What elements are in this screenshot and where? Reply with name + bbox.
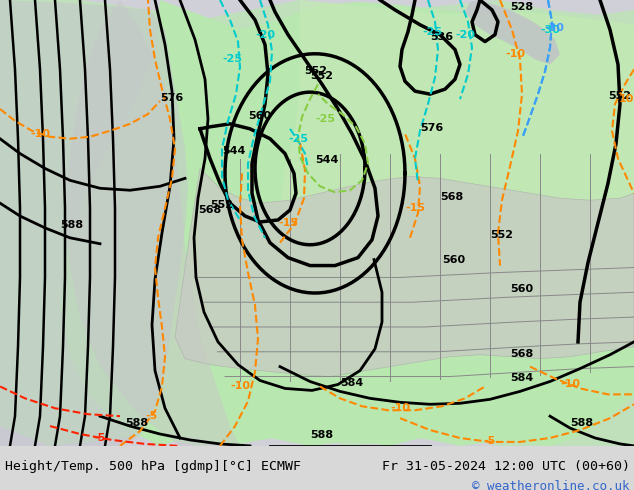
Text: -10: -10: [390, 403, 410, 413]
Text: 568: 568: [198, 205, 221, 215]
Text: -15: -15: [278, 218, 298, 228]
Text: 552: 552: [608, 91, 631, 101]
Text: 584: 584: [510, 373, 533, 384]
Polygon shape: [0, 0, 634, 446]
Polygon shape: [465, 0, 560, 64]
Text: -10: -10: [230, 381, 250, 392]
Text: -25: -25: [422, 27, 442, 37]
Text: -5: -5: [484, 436, 496, 446]
Text: 552: 552: [490, 230, 513, 240]
Text: -20: -20: [455, 30, 475, 40]
Text: © weatheronline.co.uk: © weatheronline.co.uk: [472, 480, 630, 490]
Text: -20: -20: [255, 30, 275, 40]
Text: 528: 528: [510, 2, 533, 12]
Text: Height/Temp. 500 hPa [gdmp][°C] ECMWF: Height/Temp. 500 hPa [gdmp][°C] ECMWF: [5, 460, 301, 473]
Text: -30: -30: [544, 23, 564, 33]
Text: -10: -10: [560, 379, 580, 390]
Text: 588: 588: [60, 220, 83, 230]
Text: 588: 588: [125, 418, 148, 428]
FancyBboxPatch shape: [0, 0, 634, 446]
Text: 568: 568: [440, 192, 463, 202]
Text: 560: 560: [510, 284, 533, 294]
Text: 552: 552: [304, 66, 327, 76]
Text: -30: -30: [540, 24, 560, 35]
Polygon shape: [175, 169, 634, 376]
Text: -10: -10: [30, 129, 50, 139]
Text: Fr 31-05-2024 12:00 UTC (00+60): Fr 31-05-2024 12:00 UTC (00+60): [382, 460, 630, 473]
Text: -10: -10: [505, 49, 525, 59]
Polygon shape: [65, 0, 240, 446]
Text: 576: 576: [420, 123, 443, 133]
Text: 560: 560: [442, 255, 465, 265]
Text: 536: 536: [430, 32, 453, 42]
Text: -25: -25: [222, 54, 242, 65]
Text: 588: 588: [310, 430, 333, 440]
Text: 584: 584: [340, 378, 363, 389]
Text: 560: 560: [248, 111, 271, 121]
Text: 576: 576: [160, 93, 183, 103]
Text: -25: -25: [315, 114, 335, 124]
Text: 588: 588: [570, 418, 593, 428]
Text: -5: -5: [146, 411, 158, 421]
Polygon shape: [60, 0, 634, 446]
Polygon shape: [280, 0, 634, 332]
Text: -25: -25: [288, 134, 308, 144]
Text: 10: 10: [618, 94, 634, 104]
Text: 544: 544: [315, 155, 339, 166]
Polygon shape: [0, 0, 188, 446]
Text: -5: -5: [94, 433, 106, 443]
Text: 568: 568: [510, 349, 533, 359]
Text: 552: 552: [210, 200, 233, 210]
Text: 552: 552: [310, 71, 333, 81]
Text: -15: -15: [405, 203, 425, 213]
Text: 544: 544: [222, 146, 245, 156]
